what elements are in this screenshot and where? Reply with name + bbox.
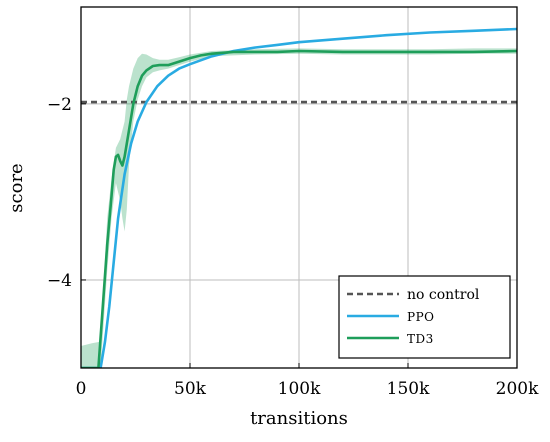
grid [81,7,517,368]
tick-labels: 0 50k 100k 150k 200k −2 −4 [47,95,539,399]
x-axis-label: transitions [250,408,348,429]
x-tick-label: 100k [278,379,321,399]
y-axis-label: score [6,163,27,212]
x-tick-label: 150k [387,379,430,399]
y-tick-label: −4 [47,271,72,291]
legend: no control PPO TD3 [338,275,511,359]
series-line-ppo [81,27,517,368]
series-lines [81,27,517,368]
legend-label: no control [407,287,480,303]
series-line-td3 [81,49,517,368]
x-tick-label: 0 [76,379,87,399]
legend-label: PPO [407,310,435,324]
y-tick-label: −2 [47,95,72,115]
x-tick-label: 200k [496,379,539,399]
x-tick-label: 50k [174,379,207,399]
legend-label: TD3 [407,332,434,346]
